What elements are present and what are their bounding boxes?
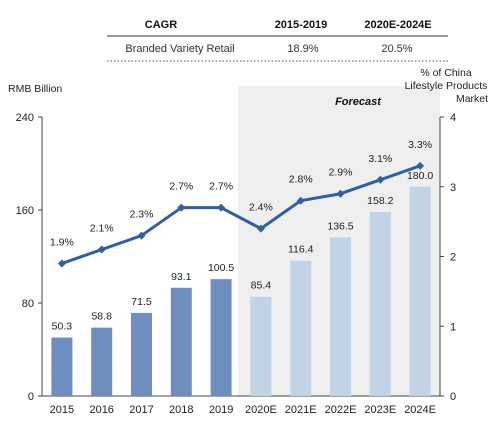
x-tick-label: 2015 (50, 404, 74, 416)
bar-value-label: 50.3 (52, 321, 73, 333)
x-tick-label: 2021E (285, 404, 317, 416)
line-point (137, 231, 146, 240)
bar (409, 186, 431, 396)
y2-axis-title: % of China Lifestyle Products Market (405, 67, 489, 105)
bar-value-label: 158.2 (367, 195, 393, 207)
y2-axis-title-line-2: Lifestyle Products (405, 80, 488, 92)
bar-value-label: 136.5 (327, 220, 353, 232)
bar (250, 296, 272, 396)
line-point (376, 175, 385, 184)
bar (330, 237, 351, 396)
line-point (177, 203, 186, 212)
line-data-labels: 1.9% 2.1% 2.3% 2.7% 2.7% 2.4% 2.8% 2.9% 3.1% 3.3% (50, 139, 432, 249)
y-axis-title: RMB Billion (8, 83, 62, 95)
y2-axis-title-line-3: Market (456, 93, 488, 105)
x-tick-label: 2017 (129, 404, 153, 416)
bar (131, 312, 152, 396)
x-tick-label: 2016 (89, 404, 113, 416)
bar (290, 260, 312, 396)
bar (51, 337, 73, 396)
line-point (256, 224, 265, 233)
line-point (336, 189, 345, 198)
y2-axis-title-line-1: % of China (420, 67, 472, 79)
x-tick-label: 2020E (245, 404, 277, 416)
line-value-label: 2.7% (209, 181, 233, 193)
line-path (61, 164, 421, 265)
bar (210, 279, 232, 396)
bar (91, 327, 113, 396)
line-value-label: 2.8% (289, 174, 313, 186)
line-point (296, 196, 305, 205)
bar-value-label: 180.0 (407, 170, 433, 182)
line-value-label: 2.9% (329, 167, 353, 179)
bar (170, 287, 192, 396)
y-tick-label: 0 (28, 391, 34, 403)
bar-value-label: 116.4 (288, 244, 314, 256)
line-series (57, 161, 425, 268)
x-tick-label: 2019 (209, 404, 233, 416)
x-axis-ticks: 2015 2016 2017 2018 2019 2020E 2021E 2022E 2023E… (50, 404, 436, 416)
bar-value-label: 71.5 (131, 296, 152, 308)
y-tick-label: 160 (16, 205, 34, 217)
line-value-label: 2.4% (249, 202, 273, 214)
y-tick-label: 240 (16, 112, 34, 124)
line-value-label: 3.1% (368, 153, 392, 165)
y2-tick-label: 4 (450, 112, 456, 124)
y2-tick-label: 3 (450, 182, 456, 194)
y2-axis-ticks: 0 1 2 3 4 (440, 112, 456, 403)
y2-tick-label: 1 (450, 321, 456, 333)
x-tick-label: 2022E (325, 404, 357, 416)
bar (369, 212, 391, 396)
table-header-cagr: CAGR (145, 19, 177, 31)
y-tick-label: 80 (22, 298, 34, 310)
y2-tick-label: 0 (450, 391, 456, 403)
line-value-label: 2.1% (90, 223, 114, 235)
line-value-label: 2.7% (169, 181, 193, 193)
table-row-value-2020e-2024e: 20.5% (381, 43, 412, 55)
y-axis-ticks: 0 80 160 240 (16, 112, 42, 403)
line-value-label: 2.3% (130, 209, 154, 221)
bar-data-labels: 50.3 58.8 71.5 93.1 100.5 85.4 116.4 136.5 158.2… (52, 170, 434, 333)
line-point (217, 203, 226, 212)
line-point (416, 161, 425, 170)
bar-value-label: 85.4 (251, 280, 272, 292)
bar-value-label: 58.8 (91, 311, 112, 323)
line-value-label: 1.9% (50, 236, 74, 248)
table-header-2020e-2024e: 2020E-2024E (364, 19, 431, 31)
bar-series (51, 186, 431, 396)
x-tick-label: 2024E (404, 404, 436, 416)
table-row-label: Branded Variety Retail (125, 43, 234, 55)
y2-tick-label: 2 (450, 252, 456, 264)
table-header-2015-2019: 2015-2019 (275, 19, 328, 31)
x-tick-label: 2018 (169, 404, 193, 416)
line-value-label: 3.3% (408, 139, 432, 151)
x-tick-label: 2023E (364, 404, 396, 416)
line-point (97, 245, 106, 254)
bar-value-label: 93.1 (171, 271, 192, 283)
line-point (57, 259, 66, 268)
forecast-label: Forecast (335, 96, 382, 108)
cagr-table: CAGR 2015-2019 2020E-2024E Branded Varie… (107, 19, 448, 62)
table-row-value-2015-2019: 18.9% (287, 43, 318, 55)
bar-value-label: 100.5 (208, 262, 234, 274)
